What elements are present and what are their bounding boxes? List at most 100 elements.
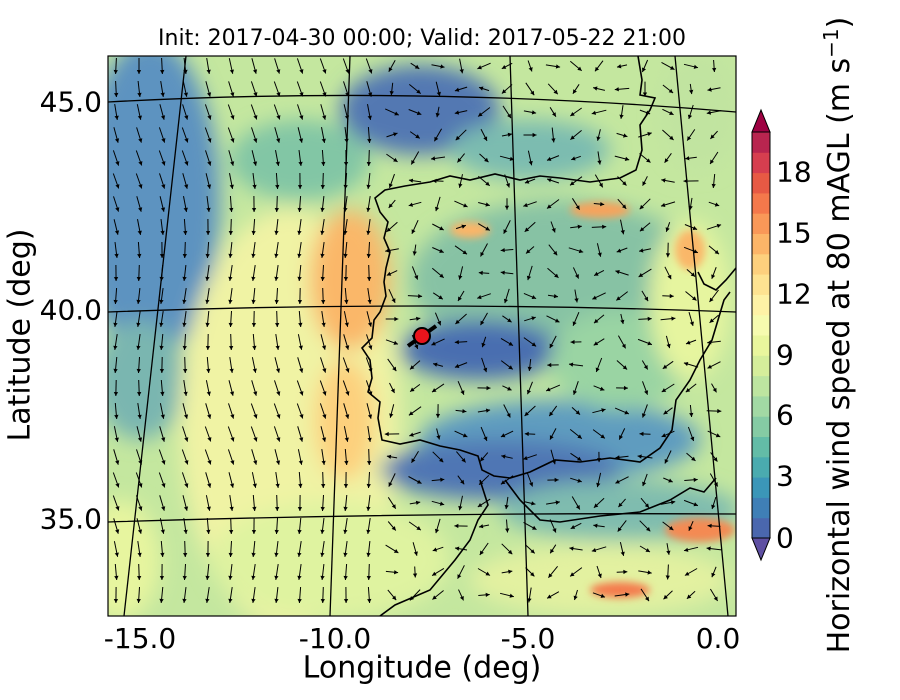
wind-arrow-head (253, 92, 258, 97)
wind-arrow-head (547, 204, 552, 209)
wind-arrow-head (642, 92, 648, 97)
wind-arrow-head (228, 231, 233, 235)
wind-arrow-head (550, 548, 555, 554)
wind-arrow-head (298, 161, 303, 166)
wind-arrow-head (115, 161, 120, 166)
wind-arrow-head (276, 115, 281, 120)
wind-arrow-head (710, 159, 714, 164)
wind-arrow-head (230, 115, 235, 120)
wind-arrow-head (366, 576, 371, 580)
wind-arrow-head (253, 138, 258, 143)
wind-arrow-head (384, 431, 389, 437)
wind-arrow-head (714, 202, 720, 207)
wind-arrow-head (688, 526, 693, 531)
wind-arrow-head (508, 341, 513, 346)
wind-arrow-head (713, 482, 718, 487)
wind-arrow-head (160, 207, 166, 212)
wind-arrow-head (322, 92, 327, 97)
wind-arrow-head (113, 345, 118, 350)
wind-arrow-head (320, 207, 325, 212)
wind-arrow-head (184, 161, 189, 166)
wind-arrow-head (297, 185, 303, 189)
wind-arrow-head (524, 179, 530, 184)
colorbar-tick-12: 12 (776, 277, 812, 311)
wind-arrow-head (345, 368, 350, 373)
wind-arrow-head (182, 598, 187, 603)
wind-arrow-head (411, 458, 416, 463)
wind-arrow-head (549, 343, 554, 349)
wind-arrow-head (661, 178, 666, 183)
wind-arrow-head (433, 362, 438, 367)
wind-arrow-head (523, 456, 528, 461)
wind-arrow-head (665, 575, 670, 580)
wind-arrow-head (343, 207, 348, 212)
wind-arrow-head (184, 483, 189, 488)
colorbar-swatch (752, 497, 770, 519)
colorbar-label: Horizontal wind speed at 80 mAGL (m s−1) (819, 16, 857, 654)
wind-arrow-head (161, 161, 166, 166)
wind-arrow-head (593, 86, 598, 91)
wind-arrow-head (115, 184, 120, 189)
wind-arrow-head (504, 205, 510, 210)
wind-arrow-head (206, 391, 211, 396)
wind-arrow-head (523, 203, 528, 208)
wind-arrow-head (553, 294, 558, 299)
wind-arrow-head (205, 598, 210, 603)
wind-arrow-head (368, 345, 373, 350)
wind-arrow-head (367, 115, 372, 120)
wind-arrow-head (527, 389, 531, 395)
wind-arrow-head (575, 274, 579, 279)
wind-arrow-head (207, 92, 212, 97)
wind-arrow-head (320, 253, 325, 258)
wind-arrow-head (479, 480, 484, 485)
wind-arrow-head (480, 457, 485, 462)
wind-arrow-head (393, 157, 398, 162)
wind-arrow-head (299, 391, 304, 396)
wind-arrow-head (205, 575, 210, 580)
wind-arrow-head (455, 546, 460, 551)
wind-arrow-head (136, 368, 141, 373)
wind-arrow-head (298, 138, 304, 143)
wind-arrow-head (161, 184, 166, 189)
wind-arrow-head (229, 506, 234, 511)
wind-arrow-head (526, 249, 531, 254)
wind-arrow-head (574, 298, 579, 303)
colorbar-swatch (752, 253, 770, 275)
wind-arrow-head (624, 410, 629, 415)
wind-arrow-head (684, 571, 690, 576)
wind-arrow-head (663, 410, 668, 415)
wind-arrow-head (507, 549, 513, 555)
wind-arrow-head (524, 227, 530, 232)
wind-arrow-head (182, 322, 187, 327)
wind-arrow-head (136, 70, 142, 74)
wind-arrow-head (251, 208, 257, 212)
wind-arrow-head (461, 458, 466, 463)
colorbar-tick-18: 18 (776, 155, 812, 189)
wind-arrow-head (275, 345, 280, 350)
wind-arrow-head (504, 504, 509, 510)
wind-arrow-head (685, 156, 690, 161)
colorbar-swatch (752, 395, 770, 417)
wind-arrow-head (182, 575, 187, 580)
wind-arrow-head (205, 276, 210, 281)
wind-arrow-head (253, 69, 258, 74)
wind-arrow-head (642, 181, 647, 186)
wind-arrow-head (623, 569, 628, 575)
wind-arrow-head (161, 483, 166, 488)
wind-arrow-head (114, 92, 119, 97)
wind-arrow-head (477, 65, 482, 70)
wind-arrow-head (570, 135, 575, 140)
wind-arrow-head (458, 183, 463, 188)
wind-arrow-head (321, 460, 326, 465)
wind-arrow-head (206, 69, 211, 74)
wind-arrow-head (274, 276, 279, 281)
wind-arrow-head (274, 208, 279, 212)
wind-arrow-head (501, 65, 507, 69)
wind-arrow-head (137, 576, 142, 580)
wind-arrow-head (664, 459, 669, 464)
wind-arrow-head (343, 230, 348, 235)
wind-arrow-head (435, 413, 441, 418)
wind-arrow-head (394, 570, 399, 575)
wind-arrow-head (529, 482, 534, 487)
